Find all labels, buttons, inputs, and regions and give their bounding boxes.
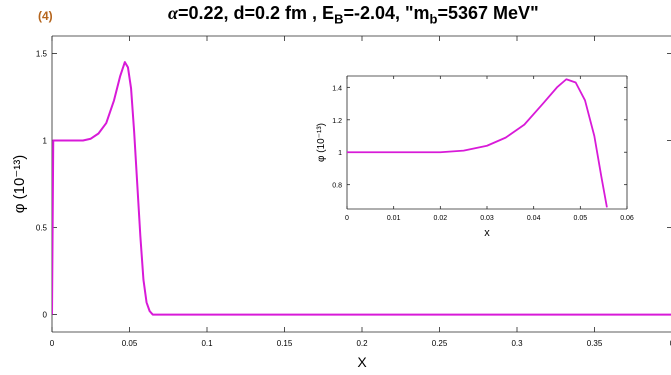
inset-y-tick-label: 1.2 bbox=[332, 118, 342, 125]
main-x-tick-label: 0.3 bbox=[511, 339, 523, 348]
panel-label: (4) bbox=[38, 9, 53, 23]
inset-x-label: x bbox=[484, 227, 490, 239]
inset-x-tick-label: 0.05 bbox=[574, 215, 588, 222]
inset-x-tick-label: 0.06 bbox=[620, 215, 634, 222]
title-sub2: b bbox=[429, 11, 438, 27]
inset-y-tick-label: 1 bbox=[338, 150, 342, 157]
main-x-tick-label: 0.05 bbox=[122, 339, 138, 348]
inset-x-tick-label: 0 bbox=[345, 215, 349, 222]
inset-y-tick-label: 0.8 bbox=[332, 183, 342, 190]
title-part3: =5367 MeV" bbox=[437, 3, 539, 23]
inset-plot: 0 0.01 0.02 0.03 0.04 0.05 0.06 0.8 1 1.2 1.4 x φ (1… bbox=[316, 75, 634, 239]
inset-series-line bbox=[347, 78, 608, 208]
inset-x-tick-label: 0.03 bbox=[480, 215, 494, 222]
title-part2: =-2.04, "m bbox=[343, 3, 430, 23]
inset-y-tick-label: 1.4 bbox=[332, 85, 342, 92]
inset-x-tick-label: 0.02 bbox=[434, 215, 448, 222]
title-alpha: α bbox=[168, 3, 178, 23]
title-sub1: B bbox=[334, 11, 344, 27]
main-x-tick-label: 0.35 bbox=[587, 339, 603, 348]
main-x-label: X bbox=[357, 354, 367, 370]
main-x-tick-label: 0.25 bbox=[432, 339, 448, 348]
main-y-tick-label: 1 bbox=[43, 136, 48, 145]
title-part1: =0.22, d=0.2 fm , E bbox=[177, 3, 335, 23]
main-x-tick-label: 0 bbox=[670, 339, 671, 348]
chart-title: α=0.22, d=0.2 fm , EB=-2.04, "mb=5367 Me… bbox=[168, 3, 539, 27]
main-plot: 0 0.05 0.1 0.15 0.2 0.25 0.3 0.35 0 0 0.5 1 1.5 Xφ (1… bbox=[11, 35, 671, 370]
main-y-tick-label: 1.5 bbox=[36, 49, 48, 58]
inset-x-tick-label: 0.01 bbox=[387, 215, 401, 222]
main-y-label: φ (10⁻¹³) bbox=[11, 155, 28, 213]
main-y-tick-label: 0 bbox=[43, 311, 48, 320]
main-x-tick-label: 0 bbox=[50, 339, 55, 348]
main-x-tick-label: 0.15 bbox=[277, 339, 293, 348]
main-x-tick-label: 0.2 bbox=[356, 339, 368, 348]
main-x-tick-label: 0.1 bbox=[201, 339, 213, 348]
inset-y-label: φ (10⁻¹³) bbox=[316, 123, 327, 162]
main-y-tick-label: 0.5 bbox=[36, 224, 48, 233]
inset-background bbox=[347, 76, 627, 209]
main-series-line bbox=[52, 61, 671, 316]
inset-x-tick-label: 0.04 bbox=[527, 215, 541, 222]
